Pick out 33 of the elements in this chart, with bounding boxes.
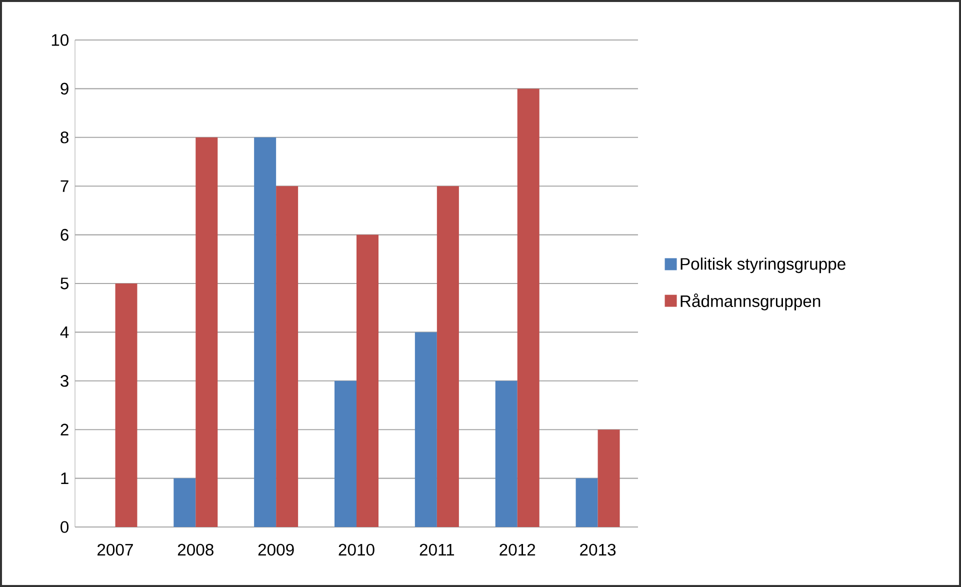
bar <box>196 137 218 527</box>
bar <box>254 137 276 527</box>
y-tick-label: 5 <box>60 278 68 290</box>
y-tick-label: 4 <box>60 326 69 338</box>
bar <box>517 88 540 527</box>
y-tick-label: 0 <box>60 521 69 533</box>
x-tick-label: 2010 <box>338 544 374 556</box>
x-tick-label: 2008 <box>178 544 214 556</box>
bar <box>276 186 298 527</box>
bar <box>115 284 138 527</box>
legend-label: Rådmannsgruppen <box>680 293 820 310</box>
y-tick-label: 9 <box>60 82 68 95</box>
bar <box>334 380 357 527</box>
bar <box>495 380 518 527</box>
x-tick-label: 2009 <box>258 544 294 556</box>
y-tick-label: 1 <box>61 472 68 484</box>
bar <box>436 186 459 527</box>
y-tick-label: 8 <box>60 132 68 144</box>
bar <box>174 478 196 527</box>
y-tick-label: 3 <box>60 375 68 387</box>
y-tick-label: 6 <box>60 228 68 241</box>
y-tick-label: 7 <box>60 180 68 192</box>
y-tick-label: 2 <box>60 424 68 436</box>
x-tick-label: 2012 <box>500 544 536 556</box>
legend-label: Politisk styringsgruppe <box>680 258 846 274</box>
bar <box>598 430 620 527</box>
x-tick-label: 2011 <box>420 544 454 556</box>
y-tick-label: 10 <box>52 34 69 46</box>
bar <box>356 234 378 527</box>
x-tick-label: 2007 <box>98 544 133 556</box>
bar <box>576 478 598 527</box>
bar <box>414 332 437 527</box>
x-tick-label: 2013 <box>580 544 616 556</box>
